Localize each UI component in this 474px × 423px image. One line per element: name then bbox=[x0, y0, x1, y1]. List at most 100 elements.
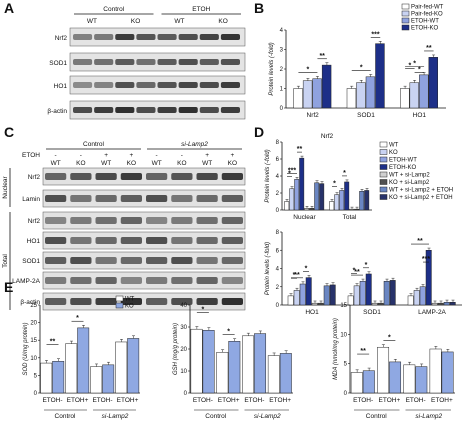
blot-c-band bbox=[70, 298, 92, 305]
blot-c-row-label: SOD1 bbox=[22, 258, 40, 265]
significance-marker: ** bbox=[297, 146, 303, 153]
blot-c-strip bbox=[42, 211, 246, 230]
y-tick-label: 3 bbox=[280, 48, 284, 54]
significance-marker: *** bbox=[422, 256, 430, 263]
blot-c-band bbox=[95, 217, 117, 224]
significance-marker: * bbox=[408, 62, 411, 69]
blot-a-band bbox=[94, 59, 114, 65]
bar bbox=[356, 82, 366, 109]
bar bbox=[202, 330, 215, 394]
bar bbox=[362, 370, 375, 394]
x-category-label: Total bbox=[343, 214, 357, 221]
blot-a-band bbox=[199, 82, 219, 88]
y-tick-label: 25 bbox=[30, 303, 37, 309]
significance-marker: * bbox=[365, 262, 368, 269]
blot-c-band bbox=[196, 257, 218, 264]
blot-a-band bbox=[199, 34, 219, 40]
blot-a-band bbox=[136, 34, 156, 40]
blot-c-band bbox=[120, 298, 142, 305]
blot-c-genotype-label: WT bbox=[51, 160, 61, 167]
significance-marker: ** bbox=[426, 45, 432, 52]
legend-swatch bbox=[115, 295, 124, 302]
y-tick-label: 0 bbox=[184, 391, 188, 397]
legend-label: ETOH-WT bbox=[411, 19, 439, 25]
y-axis-label: SOD (U/mg protein) bbox=[23, 322, 29, 375]
legend-swatch bbox=[379, 171, 388, 178]
group-label: si-Lamp2 bbox=[102, 413, 129, 420]
blot-c-etoh-state: + bbox=[129, 152, 133, 159]
blot-c-genotype-label: KO bbox=[228, 160, 237, 167]
bar bbox=[216, 352, 229, 394]
blot-c-etoh-state: - bbox=[55, 152, 57, 159]
y-tick-label: 8 bbox=[276, 140, 280, 146]
blot-c-band bbox=[171, 237, 193, 244]
legend-label: ETOH-KO bbox=[411, 26, 439, 32]
y-tick-label: 4 bbox=[280, 28, 284, 34]
bar bbox=[407, 295, 414, 306]
blot-c-band bbox=[171, 173, 193, 180]
bar bbox=[350, 372, 363, 394]
blot-a-band bbox=[220, 34, 240, 40]
legend-label: KO bbox=[125, 304, 134, 310]
blot-c-band bbox=[221, 195, 243, 202]
y-axis-label: Protein levels (-fold) bbox=[265, 149, 271, 202]
bar bbox=[254, 333, 267, 394]
blot-c-genotype-label: WT bbox=[101, 160, 111, 167]
blot-c-band bbox=[45, 277, 67, 284]
blot-a-band bbox=[94, 107, 114, 113]
bar bbox=[329, 284, 336, 306]
y-tick-label: 0 bbox=[276, 208, 280, 214]
blot-a-band bbox=[73, 59, 93, 65]
blot-a-band bbox=[220, 82, 240, 88]
bar bbox=[90, 366, 103, 394]
blot-c-band bbox=[95, 257, 117, 264]
legend-swatch bbox=[379, 149, 388, 155]
significance-marker: * bbox=[388, 335, 391, 342]
bar bbox=[339, 190, 345, 211]
legend-label: WT + si-Lamp2 + ETOH bbox=[389, 188, 453, 194]
bar bbox=[389, 361, 402, 394]
blot-c-strip bbox=[42, 189, 246, 208]
blot-a-band bbox=[220, 59, 240, 65]
y-tick-label: 2 bbox=[280, 67, 284, 73]
y-tick-label: 4 bbox=[276, 174, 280, 180]
blot-a-group-label: Control bbox=[103, 6, 125, 13]
blot-c-band bbox=[120, 277, 142, 284]
blot-c-band bbox=[171, 257, 193, 264]
y-tick-label: 15 bbox=[340, 303, 347, 309]
significance-marker: * bbox=[202, 307, 205, 314]
legend-swatch bbox=[379, 156, 388, 163]
blot-c-band bbox=[146, 277, 168, 284]
bar bbox=[279, 353, 292, 394]
blot-a-band bbox=[115, 59, 135, 65]
chart-d-nrf2: 0 2 4 6 8 Protein levels (-fold) Nrf2 Nuclear To… bbox=[265, 133, 372, 221]
bar bbox=[77, 327, 90, 394]
significance-marker: * bbox=[353, 268, 356, 275]
blot-c-band bbox=[95, 195, 117, 202]
bar bbox=[425, 250, 432, 306]
bar bbox=[344, 181, 350, 211]
blot-c-group-label: si-Lamp2 bbox=[181, 141, 208, 148]
y-tick-label: 6 bbox=[276, 157, 280, 163]
blot-a-lane-label: KO bbox=[131, 18, 140, 25]
bar bbox=[409, 82, 419, 109]
significance-marker: ** bbox=[50, 339, 56, 346]
blot-a-lane-label: WT bbox=[87, 18, 97, 25]
bar bbox=[299, 157, 305, 211]
legend-label: WT + si-Lamp2 bbox=[389, 173, 430, 179]
blot-a-band bbox=[178, 107, 198, 113]
bar bbox=[403, 364, 416, 394]
bar bbox=[65, 343, 78, 394]
blot-c-band bbox=[45, 173, 67, 180]
bar bbox=[400, 88, 410, 109]
y-tick-label: 5 bbox=[344, 362, 348, 368]
blot-c-band bbox=[221, 237, 243, 244]
legend-swatch bbox=[401, 17, 410, 24]
y-tick-label: 0 bbox=[34, 391, 38, 397]
legend-label: WT bbox=[125, 297, 135, 303]
bar bbox=[334, 194, 340, 211]
y-axis-label: MDA (nmol/mg protein) bbox=[333, 318, 339, 380]
blot-a-band bbox=[115, 82, 135, 88]
blot-c-etoh-state: + bbox=[230, 152, 234, 159]
